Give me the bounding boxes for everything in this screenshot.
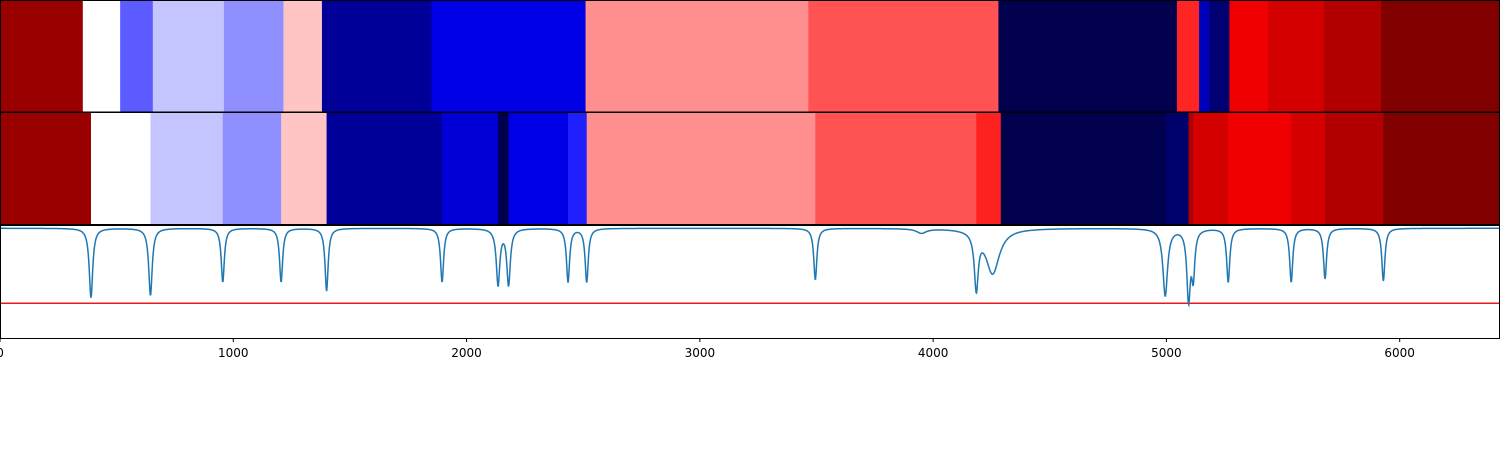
- heatmap-cell: [1193, 113, 1229, 224]
- heatmap-row-1: [0, 1, 1500, 112]
- heatmap-cell: [321, 1, 433, 112]
- heatmap-cell: [283, 1, 323, 112]
- x-tick-label: 0: [0, 346, 4, 360]
- heatmap-cell: [585, 1, 809, 112]
- heatmap-cell: [0, 113, 92, 224]
- heatmap-cell: [1209, 1, 1230, 112]
- heatmap-cell: [120, 1, 154, 112]
- heatmap-cell: [222, 113, 282, 224]
- heatmap-cell: [586, 113, 816, 224]
- heatmap-cell: [1325, 113, 1384, 224]
- heatmap-cell: [568, 113, 588, 224]
- line-panel: [0, 227, 1500, 308]
- x-tick-label: 1000: [218, 346, 249, 360]
- heatmap-cell: [976, 113, 1002, 224]
- heatmap-cell: [508, 113, 569, 224]
- heatmap-cell: [1165, 113, 1190, 224]
- heatmap-cell: [1176, 1, 1200, 112]
- x-tick-label: 5000: [1151, 346, 1182, 360]
- heatmap-cell: [152, 1, 225, 112]
- heatmap-cell: [1267, 1, 1325, 112]
- heatmap-cell: [1000, 113, 1166, 224]
- x-tick-label: 2000: [451, 346, 482, 360]
- heatmap-cell: [998, 1, 1178, 112]
- heatmap-cell: [431, 1, 587, 112]
- x-axis-ticks: 0 1000 2000 3000 4000 5000 6000: [0, 338, 1415, 360]
- heatmap-cell: [1291, 113, 1326, 224]
- x-tick-label: 6000: [1384, 346, 1415, 360]
- heatmap-cell: [326, 113, 443, 224]
- heatmap-cell: [1383, 113, 1500, 224]
- x-tick-label: 3000: [685, 346, 716, 360]
- x-tick-label: 4000: [918, 346, 949, 360]
- heatmap-cell: [498, 113, 510, 224]
- heatmap-cell: [808, 1, 1000, 112]
- signal-line: [0, 227, 1500, 308]
- heatmap-cell: [1188, 113, 1194, 224]
- heatmap-cell: [1381, 1, 1500, 112]
- heatmap-cell: [1228, 113, 1292, 224]
- heatmap-cell: [1229, 1, 1269, 112]
- heatmap-cell: [150, 113, 224, 224]
- heatmap-row-2: [0, 113, 1500, 224]
- heatmap-cell: [0, 1, 84, 112]
- heatmap-cell: [1323, 1, 1382, 112]
- heatmap-cell: [281, 113, 328, 224]
- heatmap-cell: [82, 1, 121, 112]
- heatmap-cell: [90, 113, 152, 224]
- heatmap-cell: [1199, 1, 1211, 112]
- heatmap-cell: [442, 113, 499, 224]
- heatmap-cell: [223, 1, 285, 112]
- heatmap-cell: [815, 113, 977, 224]
